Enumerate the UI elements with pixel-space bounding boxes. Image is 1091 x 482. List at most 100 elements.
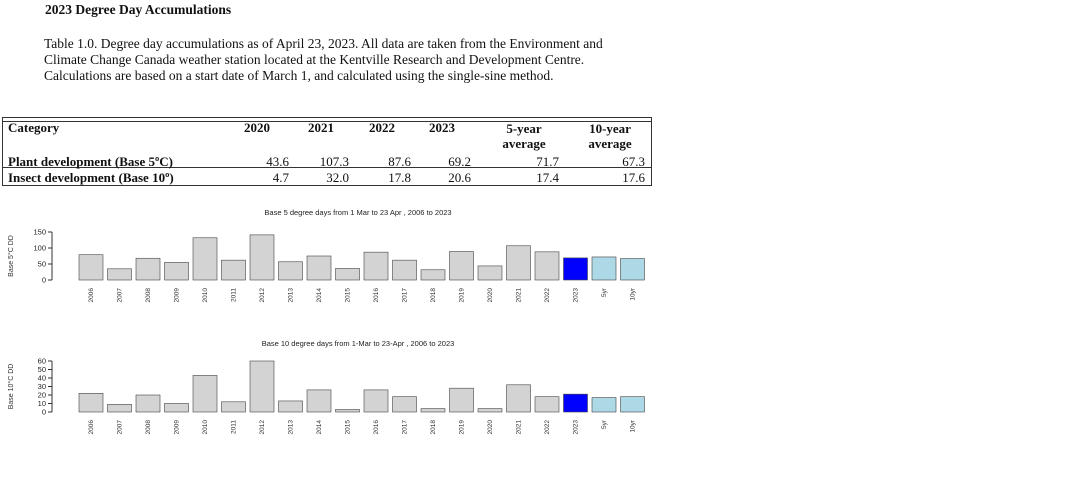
header-10yr-line2: average	[588, 136, 632, 151]
y-tick-label: 10	[38, 399, 46, 408]
base5-bar-chart: Base 5 degree days from 1 Mar to 23 Apr …	[7, 208, 645, 303]
y-tick-label: 50	[38, 260, 46, 269]
bar-2017	[392, 259, 417, 281]
header-2020: 2020	[244, 120, 270, 135]
bar-2014	[306, 389, 332, 413]
x-tick-label-2007: 2007	[117, 420, 124, 435]
bar-2021	[506, 245, 531, 281]
x-tick-label-2022: 2022	[544, 420, 551, 435]
bar-10yr	[620, 258, 645, 281]
row-insect-2021: 32.0	[326, 170, 349, 185]
header-5yr-avg: 5-year average	[489, 121, 559, 151]
bar-2022	[534, 396, 560, 413]
x-tick-label-2023: 2023	[573, 288, 580, 303]
row-insect-10yr: 17.6	[622, 170, 645, 185]
bar-2011	[221, 401, 246, 413]
bar-2023	[563, 257, 588, 281]
bar-2016	[363, 389, 389, 413]
page-title: 2023 Degree Day Accumulations	[45, 2, 232, 17]
bar-2017	[392, 396, 417, 413]
x-tick-label-10yr: 10yr	[630, 287, 637, 300]
row-plant-10yr: 67.3	[622, 154, 645, 169]
x-tick-label-2019: 2019	[459, 420, 466, 435]
bar-2019	[449, 251, 474, 281]
x-tick-label-5yr: 5yr	[601, 287, 608, 297]
bar-2022	[534, 251, 560, 281]
y-axis-label: Base 5°C DD	[7, 235, 15, 277]
chart-title: Base 5 degree days from 1 Mar to 23 Apr …	[264, 208, 451, 217]
x-tick-label-2022: 2022	[544, 288, 551, 303]
y-tick-label: 30	[38, 382, 46, 391]
header-2023: 2023	[429, 120, 455, 135]
x-tick-label-2014: 2014	[316, 420, 323, 435]
x-tick-label-2010: 2010	[202, 420, 209, 435]
x-tick-label-2018: 2018	[430, 420, 437, 435]
header-10yr-avg: 10-year average	[575, 121, 645, 151]
x-tick-label-2017: 2017	[402, 288, 409, 303]
y-axis-label: Base 10°C DD	[7, 364, 15, 410]
header-5yr-line2: average	[502, 136, 546, 151]
y-tick-label: 0	[42, 276, 46, 285]
x-tick-label-2021: 2021	[516, 288, 523, 303]
row-plant-2021: 107.3	[319, 154, 349, 169]
bar-2020	[477, 265, 503, 281]
bar-2012	[249, 360, 275, 413]
row-insect-2022: 17.8	[388, 170, 411, 185]
bar-2014	[306, 255, 332, 281]
bar-2008	[135, 394, 161, 413]
x-tick-label-2020: 2020	[487, 288, 494, 303]
x-tick-label-2019: 2019	[459, 288, 466, 303]
x-tick-label-2006: 2006	[88, 420, 95, 435]
y-tick-label: 0	[42, 408, 46, 417]
bar-2018	[420, 408, 446, 413]
x-tick-label-2013: 2013	[288, 420, 295, 435]
bar-2023	[563, 393, 588, 413]
x-tick-label-2017: 2017	[402, 420, 409, 435]
x-tick-label-2021: 2021	[516, 420, 523, 435]
bar-2012	[249, 234, 275, 281]
bar-2010	[192, 237, 218, 281]
bar-2016	[363, 251, 389, 281]
x-tick-label-2016: 2016	[373, 420, 380, 435]
row-plant-2020: 43.6	[266, 154, 289, 169]
x-tick-label-2009: 2009	[174, 420, 181, 435]
y-tick-label: 40	[38, 374, 46, 383]
x-tick-label-2023: 2023	[573, 420, 580, 435]
base10-bar-chart: Base 10 degree days from 1-Mar to 23-Apr…	[7, 339, 645, 435]
bar-2007	[107, 268, 132, 281]
y-tick-label: 100	[33, 244, 46, 253]
x-tick-label-5yr: 5yr	[601, 419, 608, 429]
x-tick-label-2008: 2008	[145, 420, 152, 435]
x-tick-label-2015: 2015	[345, 288, 352, 303]
header-10yr-line1: 10-year	[589, 121, 631, 136]
bar-5yr	[591, 397, 617, 413]
bar-2007	[107, 404, 132, 413]
header-2022: 2022	[369, 120, 395, 135]
bar-2011	[221, 259, 246, 281]
bar-2009	[164, 262, 189, 281]
bar-2006	[78, 254, 104, 281]
bar-2015	[335, 409, 360, 413]
header-2021: 2021	[308, 120, 334, 135]
degree-day-table: Category 2020 2021 2022 2023 5-year aver…	[2, 117, 652, 186]
row-plant-2023: 69.2	[448, 154, 471, 169]
bar-2010	[192, 375, 218, 413]
row-insect-2023: 20.6	[448, 170, 471, 185]
bar-2006	[78, 392, 104, 413]
x-tick-label-2015: 2015	[345, 420, 352, 435]
row-insect-5yr: 17.4	[536, 170, 559, 185]
bar-2013	[278, 261, 303, 281]
x-tick-label-2007: 2007	[117, 288, 124, 303]
bar-10yr	[620, 396, 645, 413]
y-tick-label: 150	[33, 228, 46, 237]
x-tick-label-2014: 2014	[316, 288, 323, 303]
bar-2021	[506, 384, 531, 413]
x-tick-label-2012: 2012	[259, 288, 266, 303]
x-tick-label-2013: 2013	[288, 288, 295, 303]
x-tick-label-2006: 2006	[88, 288, 95, 303]
row-plant-5yr: 71.7	[536, 154, 559, 169]
x-tick-label-10yr: 10yr	[630, 419, 637, 432]
x-tick-label-2020: 2020	[487, 420, 494, 435]
table-caption: Table 1.0. Degree day accumulations as o…	[44, 36, 603, 83]
bar-2009	[164, 403, 189, 413]
